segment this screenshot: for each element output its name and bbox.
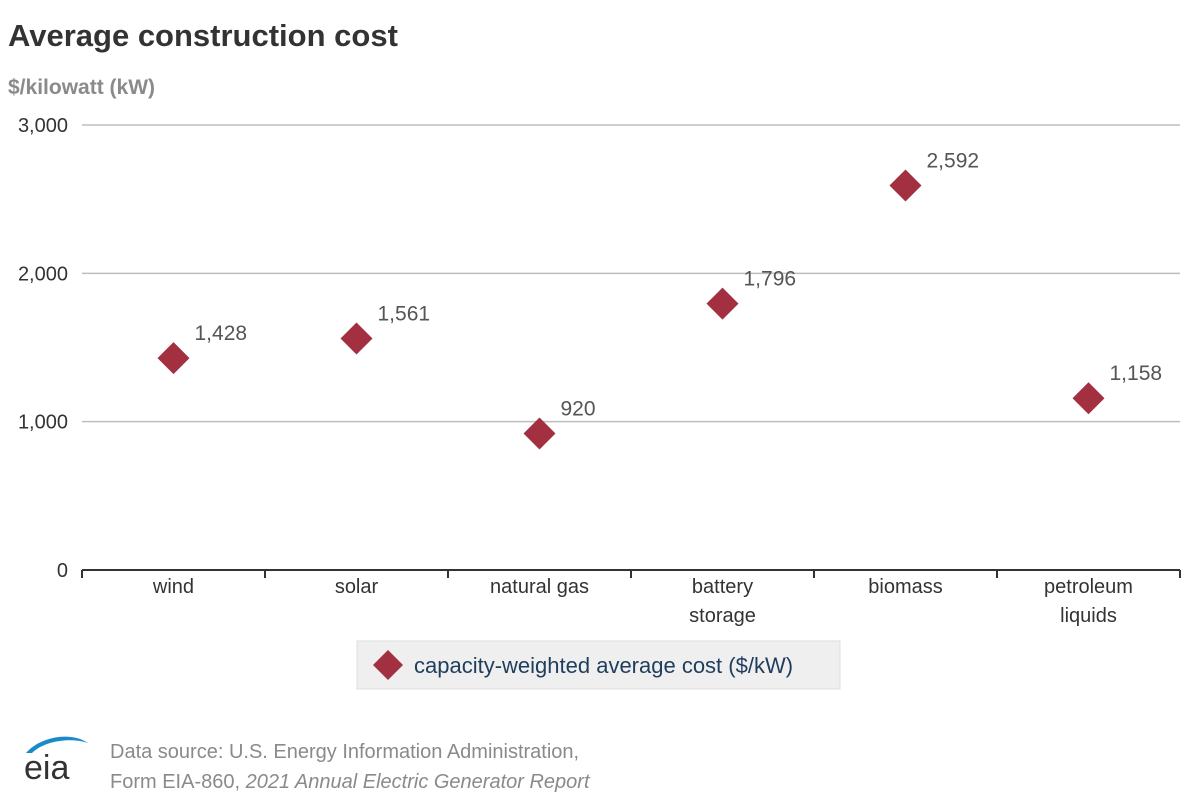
data-label: 2,592 xyxy=(927,150,980,173)
y-tick-label: 2,000 xyxy=(18,263,68,285)
data-label: 1,796 xyxy=(744,268,797,291)
chart-title: Average construction cost xyxy=(8,18,398,53)
data-source-line-2: Form EIA-860, 2021 Annual Electric Gener… xyxy=(110,767,590,797)
data-source-line-1: Data source: U.S. Energy Information Adm… xyxy=(110,741,580,763)
data-source-note: Data source: U.S. Energy Information Adm… xyxy=(110,737,590,797)
y-tick-label: 3,000 xyxy=(18,115,68,137)
y-axis-unit-label: $/kilowatt (kW) xyxy=(8,76,156,99)
legend-box xyxy=(356,640,841,690)
data-label: 1,561 xyxy=(378,302,431,325)
data-label: 920 xyxy=(561,398,596,421)
y-tick-label: 0 xyxy=(57,560,68,582)
eia-logo-icon: eia xyxy=(24,736,88,783)
x-tick-label: solar xyxy=(335,576,379,598)
x-tick-label: wind xyxy=(152,576,194,598)
data-point xyxy=(340,322,373,355)
y-tick-label: 1,000 xyxy=(18,412,68,434)
legend-label: capacity-weighted average cost ($/kW) xyxy=(414,653,793,678)
data-source-report: 2021 Annual Electric Generator Report xyxy=(245,771,590,793)
x-tick-label: biomass xyxy=(868,576,942,598)
eia-logo-swoosh xyxy=(26,736,88,753)
data-label: 1,428 xyxy=(195,322,248,345)
chart-plot: 0 1,000 2,000 3,000 wind solar natural gas batt… xyxy=(18,115,1181,690)
data-point xyxy=(1072,382,1105,415)
data-point xyxy=(523,417,556,450)
data-point xyxy=(706,287,739,320)
x-tick-label: natural gas xyxy=(490,576,589,598)
data-point xyxy=(157,342,190,375)
x-tick-label: petroleum xyxy=(1044,576,1133,598)
x-tick-label: storage xyxy=(689,605,756,627)
data-label: 1,158 xyxy=(1110,362,1163,385)
legend-marker xyxy=(373,650,403,680)
x-tick-label: liquids xyxy=(1060,605,1117,627)
data-source-form: Form EIA-860, xyxy=(110,771,246,793)
eia-logo-text: eia xyxy=(24,749,69,783)
x-tick-label: battery xyxy=(692,576,753,598)
data-point xyxy=(889,169,922,202)
